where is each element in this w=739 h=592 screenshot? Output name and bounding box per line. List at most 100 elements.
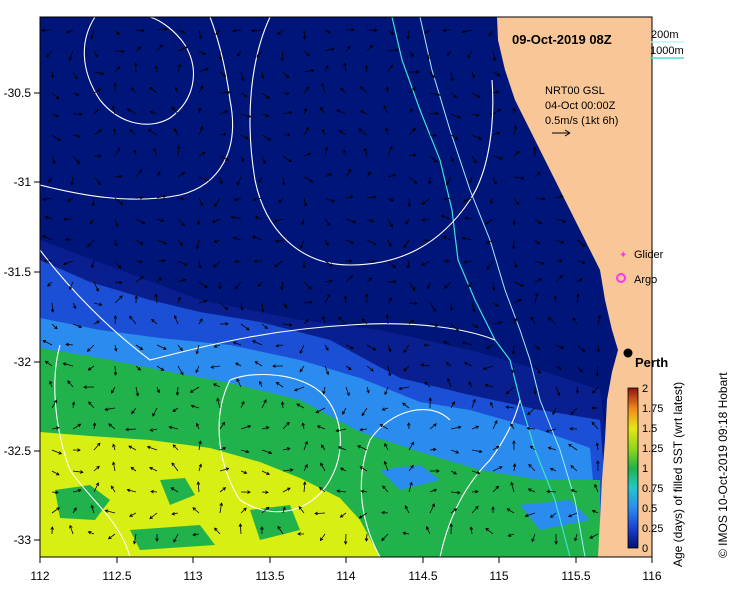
- current-arrow: [492, 420, 498, 430]
- current-arrow: [198, 151, 206, 157]
- current-arrowhead: [201, 151, 206, 156]
- current-arrowhead: [493, 181, 497, 186]
- current-arrowhead: [570, 411, 574, 416]
- current-arrow: [71, 176, 74, 185]
- current-arrowhead: [218, 286, 222, 290]
- current-arrow: [174, 315, 179, 325]
- current-arrowhead: [492, 57, 497, 62]
- current-arrow: [387, 260, 396, 268]
- current-arrowhead: [245, 449, 250, 454]
- current-arrow: [219, 176, 223, 184]
- current-arrowhead: [114, 242, 118, 247]
- current-arrowhead: [326, 222, 331, 227]
- current-arrowhead: [110, 389, 115, 394]
- current-arrowhead: [117, 265, 122, 269]
- current-arrow: [471, 399, 476, 409]
- current-arrow: [296, 403, 305, 409]
- current-arrowhead: [243, 507, 247, 512]
- current-arrow: [197, 218, 200, 225]
- current-arrowhead: [395, 48, 399, 52]
- current-arrow: [471, 113, 479, 116]
- current-arrowhead: [264, 325, 269, 330]
- current-arrow: [114, 365, 116, 376]
- current-arrowhead: [153, 147, 157, 152]
- current-arrowhead: [402, 531, 407, 536]
- current-model-label: NRT00 GSL: [545, 85, 605, 97]
- current-arrowhead: [420, 363, 425, 367]
- current-arrow: [421, 260, 431, 266]
- current-arrow: [93, 466, 100, 472]
- current-arrow: [114, 175, 122, 178]
- current-arrowhead: [440, 214, 445, 219]
- current-arrowhead: [436, 469, 440, 473]
- current-arrowhead: [591, 509, 596, 514]
- current-arrow: [171, 107, 179, 115]
- current-arrow: [338, 446, 347, 451]
- current-arrowhead: [149, 466, 153, 471]
- current-arrowhead: [325, 242, 329, 246]
- current-arrow: [340, 512, 347, 518]
- current-arrow: [114, 50, 125, 52]
- current-arrowhead: [97, 88, 102, 92]
- current-arrow: [513, 197, 519, 205]
- current-arrow: [360, 428, 368, 431]
- current-arrowhead: [69, 286, 73, 290]
- current-arrowhead: [172, 408, 177, 412]
- current-arrow: [173, 533, 179, 543]
- current-arrowhead: [171, 462, 175, 466]
- current-arrow: [240, 302, 243, 310]
- current-arrowhead: [266, 471, 270, 475]
- current-arrow: [156, 365, 164, 371]
- current-arrow: [219, 422, 225, 430]
- current-arrowhead: [562, 219, 567, 223]
- current-arrow: [384, 443, 389, 451]
- current-arrowhead: [275, 382, 280, 386]
- current-arrowhead: [171, 511, 176, 516]
- current-arrow: [387, 65, 393, 73]
- glider-label: Glider: [634, 249, 664, 261]
- current-arrowhead: [426, 526, 430, 530]
- current-arrowhead: [462, 198, 467, 203]
- current-arrow: [261, 449, 272, 454]
- current-arrow: [261, 113, 269, 117]
- current-arrowhead: [478, 136, 482, 140]
- current-arrowhead: [257, 283, 261, 288]
- current-arrow: [485, 384, 494, 388]
- current-arrowhead: [236, 182, 240, 186]
- current-arrow: [51, 302, 54, 313]
- current-arrowhead: [368, 277, 373, 282]
- current-arrowhead: [426, 56, 431, 61]
- current-arrow: [48, 176, 53, 183]
- current-arrow: [442, 29, 452, 31]
- current-arrow: [381, 533, 389, 541]
- current-arrow: [131, 87, 137, 94]
- current-arrow: [67, 197, 74, 202]
- current-arrowhead: [366, 389, 370, 394]
- current-arrowhead: [213, 344, 218, 348]
- current-arrow: [156, 277, 162, 283]
- current-arrowhead: [219, 502, 223, 507]
- current-arrowhead: [95, 482, 99, 487]
- current-arrow: [441, 215, 452, 220]
- current-arrowhead: [181, 30, 186, 34]
- current-arrow: [513, 126, 517, 136]
- current-arrow: [408, 302, 418, 304]
- current-arrowhead: [574, 537, 578, 542]
- current-arrow: [277, 526, 284, 535]
- current-arrowhead: [90, 504, 95, 509]
- current-arrow: [69, 525, 74, 535]
- current-arrow: [471, 449, 482, 453]
- current-arrow: [282, 302, 288, 308]
- current-arrow: [191, 405, 200, 409]
- current-arrow: [233, 29, 242, 32]
- current-arrowhead: [505, 390, 510, 395]
- current-arrowhead: [512, 440, 516, 444]
- current-arrowhead: [252, 197, 257, 202]
- current-arrowhead: [212, 264, 217, 268]
- current-arrowhead: [538, 278, 543, 282]
- current-arrow: [240, 425, 251, 430]
- current-arrowhead: [240, 306, 244, 311]
- current-arrow: [303, 441, 308, 451]
- current-arrow: [303, 319, 309, 325]
- city-marker: Perth: [623, 348, 668, 370]
